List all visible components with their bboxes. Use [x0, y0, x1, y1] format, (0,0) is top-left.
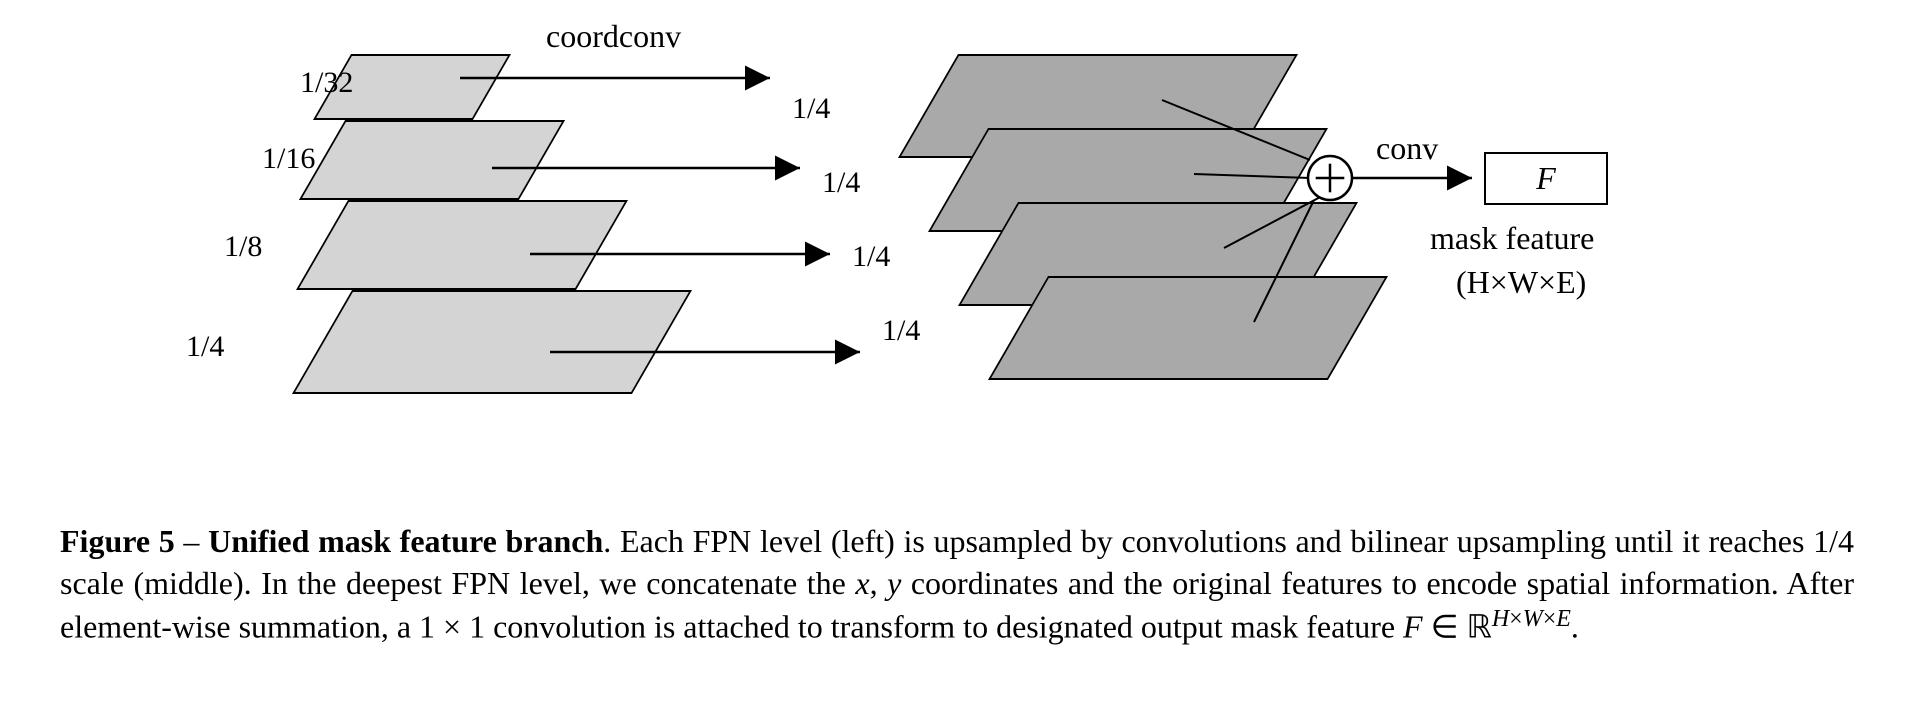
fpn-level-1-4 [292, 290, 692, 394]
fpn-level-label: 1/8 [224, 230, 262, 264]
superscript-dims: H×W×E [1492, 606, 1571, 632]
x-var: x [855, 565, 869, 601]
upsampled-level-label: 1/4 [852, 240, 890, 274]
upsampled-level-3 [988, 276, 1388, 380]
fpn-level-1-16 [299, 120, 565, 200]
caption-end: . [1571, 609, 1579, 645]
sup-times-1: × [1509, 606, 1523, 632]
diagram-area: 1/32 1/16 1/8 1/4 1/4 1/4 1/4 1/4 coordconv co… [0, 0, 1914, 500]
caption-dash: – [183, 523, 208, 559]
sup-H: H [1492, 606, 1509, 632]
sup-W: W [1523, 606, 1543, 632]
coordconv-label: coordconv [546, 18, 681, 55]
sup-times-2: × [1543, 606, 1557, 632]
page-root: 1/32 1/16 1/8 1/4 1/4 1/4 1/4 1/4 coordconv co… [0, 0, 1914, 716]
fpn-level-1-8 [296, 200, 628, 290]
in-symbol: ∈ [1423, 609, 1467, 645]
upsampled-level-label: 1/4 [882, 314, 920, 348]
conv-label: conv [1376, 130, 1438, 167]
output-F-box: F [1484, 152, 1608, 205]
figure-caption: Figure 5 – Unified mask feature branch. … [60, 520, 1854, 648]
caption-body-3: convolution is attached to transform to … [485, 609, 1403, 645]
upsampled-level-label: 1/4 [822, 166, 860, 200]
y-var: y [887, 565, 901, 601]
mask-feature-dims: (H×W×E) [1456, 264, 1586, 301]
upsampled-level-label: 1/4 [792, 92, 830, 126]
elementwise-sum-icon [1308, 156, 1352, 200]
mask-feature-label: mask feature [1430, 220, 1594, 257]
real-symbol: ℝ [1466, 609, 1491, 645]
fpn-level-label: 1/4 [186, 330, 224, 364]
fpn-level-label: 1/16 [262, 142, 315, 176]
caption-title: Unified mask feature branch [208, 523, 603, 559]
sup-E: E [1556, 606, 1571, 632]
F-var: F [1403, 609, 1423, 645]
one-by-one: 1 × 1 [419, 609, 485, 645]
fpn-level-label: 1/32 [300, 66, 353, 100]
figure-number: Figure 5 [60, 523, 175, 559]
comma: , [870, 565, 888, 601]
